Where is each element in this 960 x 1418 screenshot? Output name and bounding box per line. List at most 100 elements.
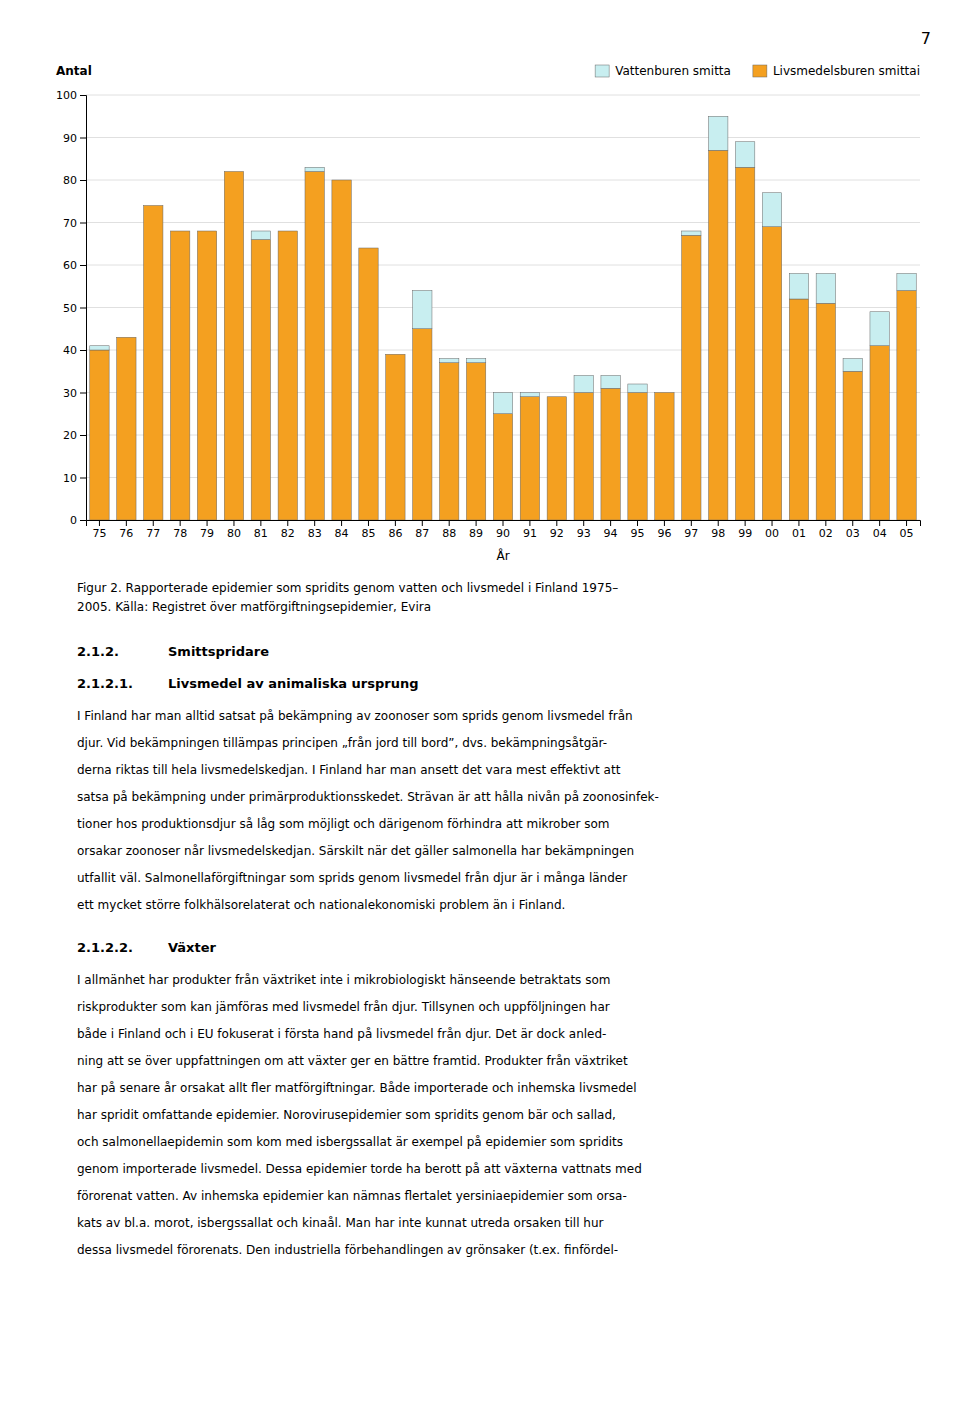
body-text: ett mycket större folkhälsorelaterat och… [77,898,565,912]
bar [466,359,485,363]
body-text: förorenat vatten. Av inhemska epidemier … [77,1189,627,1203]
body-text: genom importerade livsmedel. Dessa epide… [77,1162,642,1176]
body-text: I allmänhet har produkter från växtriket… [77,973,610,987]
x-tick: 86 [388,520,402,540]
bar [413,329,432,520]
x-tick: 05 [900,520,914,540]
grid-line [86,180,920,181]
tick-mark [80,138,86,139]
tick-label: 96 [657,527,671,540]
page-number: 7 [921,29,931,48]
bar [843,359,862,372]
y-tick: 30 [63,387,86,400]
legend-label: Livsmedelsburen smittai [773,64,920,78]
tick-mark [368,520,369,526]
tick-mark [80,180,86,181]
x-axis: 7576777879808182838485868788899091929394… [87,520,921,540]
tick-mark [637,520,638,526]
x-tick: 83 [308,520,322,540]
tick-label: 84 [335,527,349,540]
bar [735,167,754,520]
bar [90,350,109,520]
tick-label: 76 [119,527,133,540]
tick-label: 93 [577,527,591,540]
bar [574,393,593,521]
x-tick: 84 [335,520,349,540]
bar [466,363,485,520]
x-tick: 04 [873,520,887,540]
tick-mark [80,350,86,351]
tick-mark [80,223,86,224]
x-tick: 87 [415,520,429,540]
tick-mark [664,520,665,526]
tick-mark [233,520,234,526]
body-text: utfallit väl. Salmonellaförgiftningar so… [77,871,627,885]
tick-mark [153,520,154,526]
bar [197,231,216,232]
series [90,116,916,414]
bar [682,235,701,520]
axis-line [87,521,921,527]
tick-mark [529,520,530,526]
legend-swatch [753,65,767,77]
bar [493,393,512,414]
bar [251,240,270,521]
tick-label: 0 [70,514,77,527]
page: 7576777879808182838485868788899091929394… [0,0,960,1418]
tick-label: 97 [684,527,698,540]
tick-mark [556,520,557,526]
tick-label: 91 [523,527,537,540]
y-tick: 40 [63,344,86,357]
tick-label: 77 [146,527,160,540]
bar [816,303,835,520]
body-text: satsa på bekämpning under primärprodukti… [77,790,659,804]
y-tick: 70 [63,217,86,230]
plot-area [90,116,916,520]
tick-label: 94 [604,527,618,540]
bar [870,346,889,520]
tick-mark [476,520,477,526]
x-tick: 79 [200,520,214,540]
bar [440,363,459,520]
x-tick: 78 [173,520,187,540]
bar [440,359,459,363]
bar [251,231,270,240]
grid [86,95,920,520]
body-text: ning att se över uppfattningen om att vä… [77,1054,628,1068]
tick-label: 100 [56,89,77,102]
bar [601,388,620,520]
tick-mark [691,520,692,526]
bar [628,384,647,393]
tick-label: 02 [819,527,833,540]
tick-label: 05 [900,527,914,540]
tick-mark [80,478,86,479]
x-tick: 75 [92,520,106,540]
tick-label: 98 [711,527,725,540]
tick-label: 79 [200,527,214,540]
tick-mark [422,520,423,526]
tick-label: 80 [227,527,241,540]
tick-label: 90 [63,132,77,145]
tick-mark [80,265,86,266]
tick-mark [207,520,208,526]
bar [224,172,243,521]
tick-label: 95 [631,527,645,540]
section-number: 2.1.2.2. [77,940,133,955]
legend-item: Livsmedelsburen smittai [753,64,920,78]
x-tick: 92 [550,520,564,540]
bar [574,376,593,393]
x-tick: 89 [469,520,483,540]
bar [816,274,835,304]
bar [359,248,378,249]
bar [709,116,728,150]
tick-mark [314,520,315,526]
bar [547,397,566,520]
bar [655,392,674,393]
body-text: djur. Vid bekämpningen tillämpas princip… [77,736,607,750]
tick-mark [879,520,880,526]
tick-mark [341,520,342,526]
tick-label: 89 [469,527,483,540]
body-text: och salmonellaepidemin som kom med isber… [77,1135,623,1149]
bar [601,376,620,389]
tick-mark [99,520,100,526]
